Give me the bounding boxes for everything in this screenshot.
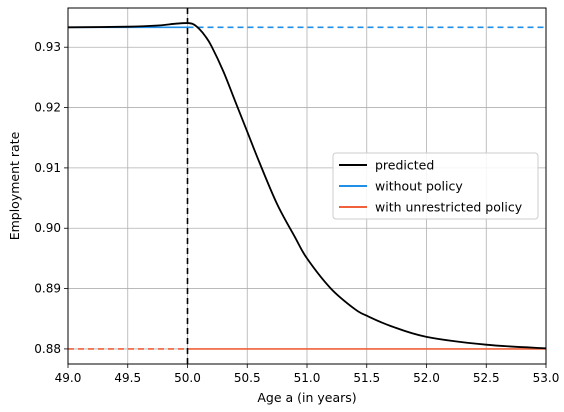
y-tick-label: 0.91 xyxy=(34,161,61,175)
y-tick-label: 0.88 xyxy=(34,342,61,356)
y-axis-label: Employment rate xyxy=(7,131,22,240)
x-axis-ticks: 49.0 49.5 50.0 50.5 51.0 51.5 52.0 52.5 53.0 xyxy=(55,364,560,385)
y-axis-ticks: 0.88 0.89 0.90 0.91 0.92 0.93 xyxy=(34,40,68,356)
legend-label-predicted: predicted xyxy=(375,158,434,173)
legend: predicted without policy with unrestrict… xyxy=(333,153,538,219)
x-axis-label: Age a (in years) xyxy=(257,390,356,405)
x-tick-label: 50.5 xyxy=(234,371,261,385)
y-tick-label: 0.93 xyxy=(34,40,61,54)
x-tick-label: 51.0 xyxy=(294,371,321,385)
x-tick-label: 52.5 xyxy=(473,371,500,385)
legend-label-with-unrestricted-policy: with unrestricted policy xyxy=(375,200,523,215)
x-tick-label: 49.0 xyxy=(55,371,82,385)
legend-label-without-policy: without policy xyxy=(375,179,463,194)
y-tick-label: 0.90 xyxy=(34,221,61,235)
y-tick-label: 0.89 xyxy=(34,282,61,296)
x-tick-label: 51.5 xyxy=(353,371,380,385)
y-tick-label: 0.92 xyxy=(34,101,61,115)
x-tick-label: 52.0 xyxy=(413,371,440,385)
x-tick-label: 53.0 xyxy=(533,371,560,385)
x-tick-label: 49.5 xyxy=(114,371,141,385)
x-tick-label: 50.0 xyxy=(174,371,201,385)
